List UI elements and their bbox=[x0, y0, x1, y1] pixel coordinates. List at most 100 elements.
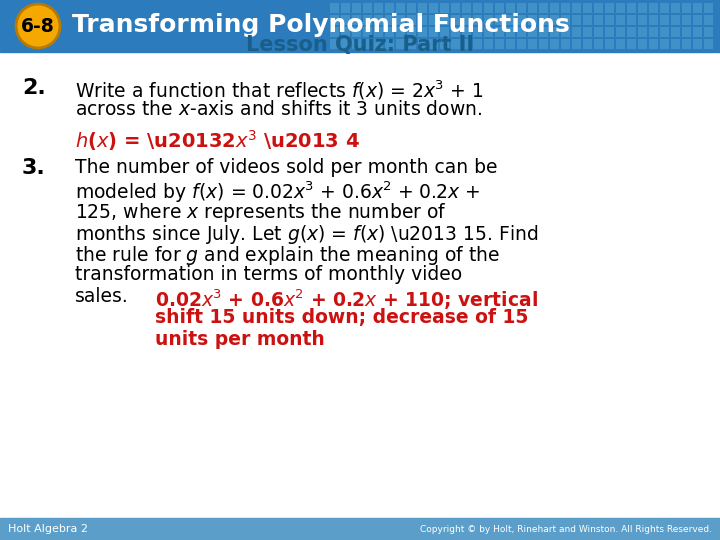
Bar bbox=[605, 3, 614, 13]
Bar bbox=[462, 3, 471, 13]
Bar bbox=[352, 3, 361, 13]
Bar bbox=[495, 39, 504, 49]
Text: Copyright © by Holt, Rinehart and Winston. All Rights Reserved.: Copyright © by Holt, Rinehart and Winsto… bbox=[420, 524, 712, 534]
Text: modeled by $\mathit{f}$($\mathit{x}$) = 0.02$\mathit{x}$$^3$ + 0.6$\mathit{x}$$^: modeled by $\mathit{f}$($\mathit{x}$) = … bbox=[75, 179, 480, 205]
Bar bbox=[649, 3, 658, 13]
Bar bbox=[682, 15, 691, 25]
Bar bbox=[396, 3, 405, 13]
Bar bbox=[462, 15, 471, 25]
Ellipse shape bbox=[16, 4, 60, 48]
Bar bbox=[605, 15, 614, 25]
Bar bbox=[473, 15, 482, 25]
Bar bbox=[495, 3, 504, 13]
Bar bbox=[704, 15, 713, 25]
Bar bbox=[506, 39, 515, 49]
Bar bbox=[440, 3, 449, 13]
Bar bbox=[352, 27, 361, 37]
Bar bbox=[462, 39, 471, 49]
Bar bbox=[583, 3, 592, 13]
Text: 6-8: 6-8 bbox=[21, 17, 55, 36]
Bar bbox=[418, 39, 427, 49]
Bar bbox=[440, 39, 449, 49]
Bar bbox=[572, 27, 581, 37]
Bar bbox=[440, 15, 449, 25]
Bar bbox=[440, 27, 449, 37]
Bar bbox=[363, 3, 372, 13]
Bar bbox=[605, 27, 614, 37]
Bar bbox=[429, 27, 438, 37]
Bar bbox=[385, 3, 394, 13]
Bar bbox=[506, 27, 515, 37]
Bar bbox=[649, 15, 658, 25]
Bar bbox=[682, 39, 691, 49]
Bar bbox=[330, 15, 339, 25]
Bar bbox=[616, 3, 625, 13]
Bar bbox=[352, 15, 361, 25]
Bar bbox=[418, 15, 427, 25]
Bar bbox=[385, 39, 394, 49]
Bar bbox=[407, 27, 416, 37]
Bar bbox=[704, 27, 713, 37]
Bar bbox=[649, 27, 658, 37]
Text: 3.: 3. bbox=[22, 158, 46, 178]
Bar bbox=[528, 3, 537, 13]
Bar bbox=[671, 15, 680, 25]
Bar bbox=[341, 15, 350, 25]
Bar bbox=[385, 27, 394, 37]
Bar bbox=[495, 27, 504, 37]
Bar bbox=[396, 15, 405, 25]
Bar bbox=[649, 39, 658, 49]
Bar bbox=[638, 27, 647, 37]
Bar bbox=[704, 3, 713, 13]
Bar bbox=[407, 39, 416, 49]
Bar bbox=[0, 0, 720, 52]
Bar bbox=[330, 3, 339, 13]
Bar bbox=[363, 15, 372, 25]
Text: Lesson Quiz: Part II: Lesson Quiz: Part II bbox=[246, 35, 474, 55]
Bar bbox=[550, 3, 559, 13]
Bar bbox=[385, 15, 394, 25]
Bar bbox=[396, 27, 405, 37]
Text: shift 15 units down; decrease of 15: shift 15 units down; decrease of 15 bbox=[155, 308, 528, 327]
Bar bbox=[682, 27, 691, 37]
Bar bbox=[638, 15, 647, 25]
Bar bbox=[616, 27, 625, 37]
Bar bbox=[671, 3, 680, 13]
Bar bbox=[473, 39, 482, 49]
Bar bbox=[539, 39, 548, 49]
Bar bbox=[660, 15, 669, 25]
Bar bbox=[352, 39, 361, 49]
Bar bbox=[418, 27, 427, 37]
Bar bbox=[583, 39, 592, 49]
Bar bbox=[561, 39, 570, 49]
Bar bbox=[517, 39, 526, 49]
Bar bbox=[506, 3, 515, 13]
Text: Transforming Polynomial Functions: Transforming Polynomial Functions bbox=[72, 13, 570, 37]
Bar bbox=[451, 39, 460, 49]
Bar bbox=[484, 39, 493, 49]
Bar bbox=[550, 15, 559, 25]
Bar bbox=[671, 39, 680, 49]
Bar bbox=[429, 15, 438, 25]
Bar bbox=[429, 39, 438, 49]
Bar bbox=[539, 15, 548, 25]
Bar bbox=[374, 39, 383, 49]
Bar bbox=[693, 15, 702, 25]
Bar bbox=[693, 3, 702, 13]
Bar bbox=[528, 27, 537, 37]
Bar bbox=[484, 27, 493, 37]
Bar bbox=[627, 39, 636, 49]
Bar bbox=[407, 3, 416, 13]
Bar bbox=[330, 39, 339, 49]
Bar bbox=[583, 27, 592, 37]
Bar bbox=[616, 15, 625, 25]
Bar bbox=[561, 15, 570, 25]
Bar bbox=[506, 15, 515, 25]
Text: across the $\mathit{x}$-axis and shifts it 3 units down.: across the $\mathit{x}$-axis and shifts … bbox=[75, 100, 482, 119]
Bar bbox=[627, 15, 636, 25]
Bar bbox=[660, 27, 669, 37]
Bar bbox=[627, 3, 636, 13]
Bar bbox=[704, 39, 713, 49]
Bar bbox=[374, 15, 383, 25]
Bar bbox=[638, 39, 647, 49]
